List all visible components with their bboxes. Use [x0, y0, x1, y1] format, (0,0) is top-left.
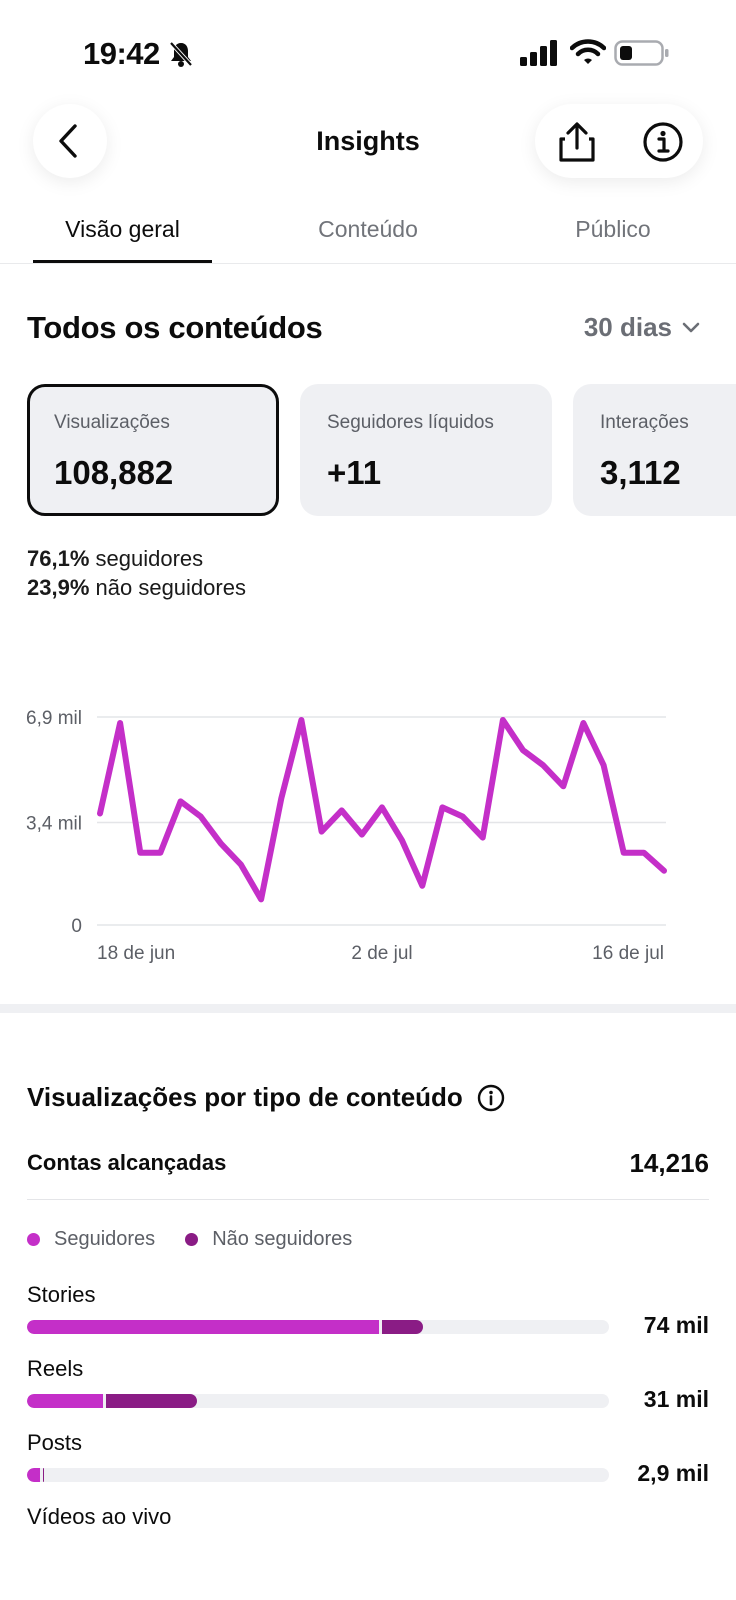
y-tick-label: 0 — [71, 916, 82, 937]
content-type-row-live-videos[interactable]: Vídeos ao vivo — [27, 1504, 709, 1544]
non-followers-bar-segment — [382, 1320, 423, 1334]
non-followers-percent: 23,9% — [27, 575, 90, 600]
metric-value: +11 — [327, 454, 382, 491]
status-time: 19:42 — [83, 36, 160, 71]
followers-percent: 76,1% — [27, 546, 90, 571]
status-bar: 19:42 — [0, 0, 736, 100]
tab-bar: Visão geral Conteúdo Público — [0, 200, 736, 264]
date-range-label: 30 dias — [583, 312, 672, 342]
x-tick-label: 18 de jun — [97, 943, 175, 964]
content-type-row-reels[interactable]: Reels 31 mil — [27, 1356, 709, 1426]
tab-overview[interactable]: Visão geral — [65, 216, 180, 242]
non-followers-bar-segment — [105, 1394, 197, 1408]
back-button[interactable] — [33, 104, 107, 178]
signal-icon — [520, 40, 557, 66]
chart-legend: Seguidores Não seguidores — [27, 1228, 352, 1251]
battery-icon — [614, 40, 669, 66]
views-bar — [27, 1394, 609, 1408]
page-title: Insights — [316, 126, 420, 156]
content-type-value: 2,9 mil — [637, 1460, 709, 1486]
share-button[interactable] — [551, 116, 603, 168]
legend-label: Seguidores — [54, 1228, 156, 1250]
legend-item-followers: Seguidores — [27, 1228, 155, 1251]
metric-label: Visualizações — [54, 412, 170, 433]
accounts-reached-row: Contas alcançadas 14,216 — [27, 1146, 709, 1200]
content-type-value: 74 mil — [643, 1312, 709, 1338]
followers-bar-segment — [27, 1320, 380, 1334]
accounts-reached-label: Contas alcançadas — [27, 1150, 227, 1175]
content-type-value: 31 mil — [643, 1386, 709, 1412]
metric-value: 3,112 — [600, 454, 681, 491]
accounts-reached-value: 14,216 — [629, 1148, 709, 1178]
views-series-line — [97, 717, 667, 903]
content-type-label: Posts — [27, 1430, 83, 1455]
info-icon[interactable] — [477, 1084, 505, 1112]
legend-dot — [27, 1233, 40, 1246]
metric-label: Seguidores líquidos — [327, 412, 494, 433]
metric-card-interactions[interactable]: Interações 3,112 — [573, 384, 736, 516]
views-bar — [27, 1468, 609, 1482]
views-by-type-heading: Visualizações por tipo de conteúdo — [27, 1082, 463, 1112]
metric-card-net-followers[interactable]: Seguidores líquidos +11 — [300, 384, 552, 516]
tab-audience[interactable]: Público — [575, 216, 651, 242]
header-actions — [535, 104, 703, 178]
x-tick-label: 16 de jul — [592, 943, 664, 964]
views-by-type-title: Visualizações por tipo de conteúdo — [27, 1082, 505, 1113]
legend-label: Não seguidores — [212, 1228, 353, 1250]
content-type-row-posts[interactable]: Posts 2,9 mil — [27, 1430, 709, 1500]
section-divider — [0, 1004, 736, 1013]
wifi-icon — [570, 39, 606, 64]
date-range-select[interactable]: 30 dias — [584, 312, 700, 343]
content-type-label: Reels — [27, 1356, 84, 1381]
chevron-left-icon — [59, 124, 77, 158]
legend-item-non-followers: Não seguidores — [185, 1228, 352, 1251]
followers-bar-segment — [27, 1468, 40, 1482]
non-followers-label: não seguidores — [95, 575, 246, 600]
active-tab-indicator — [33, 260, 212, 263]
followers-share: 76,1% seguidores — [27, 546, 203, 572]
followers-label: seguidores — [95, 546, 204, 571]
views-line-chart: 6,9 mil 3,4 mil 0 18 de jun 2 de jul 16 de ju… — [26, 708, 667, 964]
content-type-row-stories[interactable]: Stories 74 mil — [27, 1282, 709, 1352]
non-followers-share: 23,9% não seguidores — [27, 575, 246, 601]
bell-slash-icon — [169, 41, 193, 67]
content-type-label: Vídeos ao vivo — [27, 1504, 172, 1529]
y-tick-label: 6,9 mil — [26, 708, 82, 729]
info-icon — [643, 122, 683, 162]
views-bar — [27, 1320, 609, 1334]
info-button[interactable] — [637, 116, 689, 168]
chevron-down-icon — [682, 322, 700, 332]
share-icon — [559, 122, 595, 162]
section-title: Todos os conteúdos — [27, 310, 323, 345]
header: Insights — [0, 100, 736, 190]
legend-dot — [185, 1233, 199, 1246]
metric-card-views[interactable]: Visualizações 108,882 — [27, 384, 279, 516]
y-tick-label: 3,4 mil — [26, 814, 82, 835]
metric-label: Interações — [600, 412, 689, 433]
metric-value: 108,882 — [54, 454, 174, 491]
content-type-label: Stories — [27, 1282, 96, 1307]
x-tick-label: 2 de jul — [351, 943, 412, 964]
followers-bar-segment — [27, 1394, 103, 1408]
tab-content[interactable]: Conteúdo — [318, 216, 418, 242]
